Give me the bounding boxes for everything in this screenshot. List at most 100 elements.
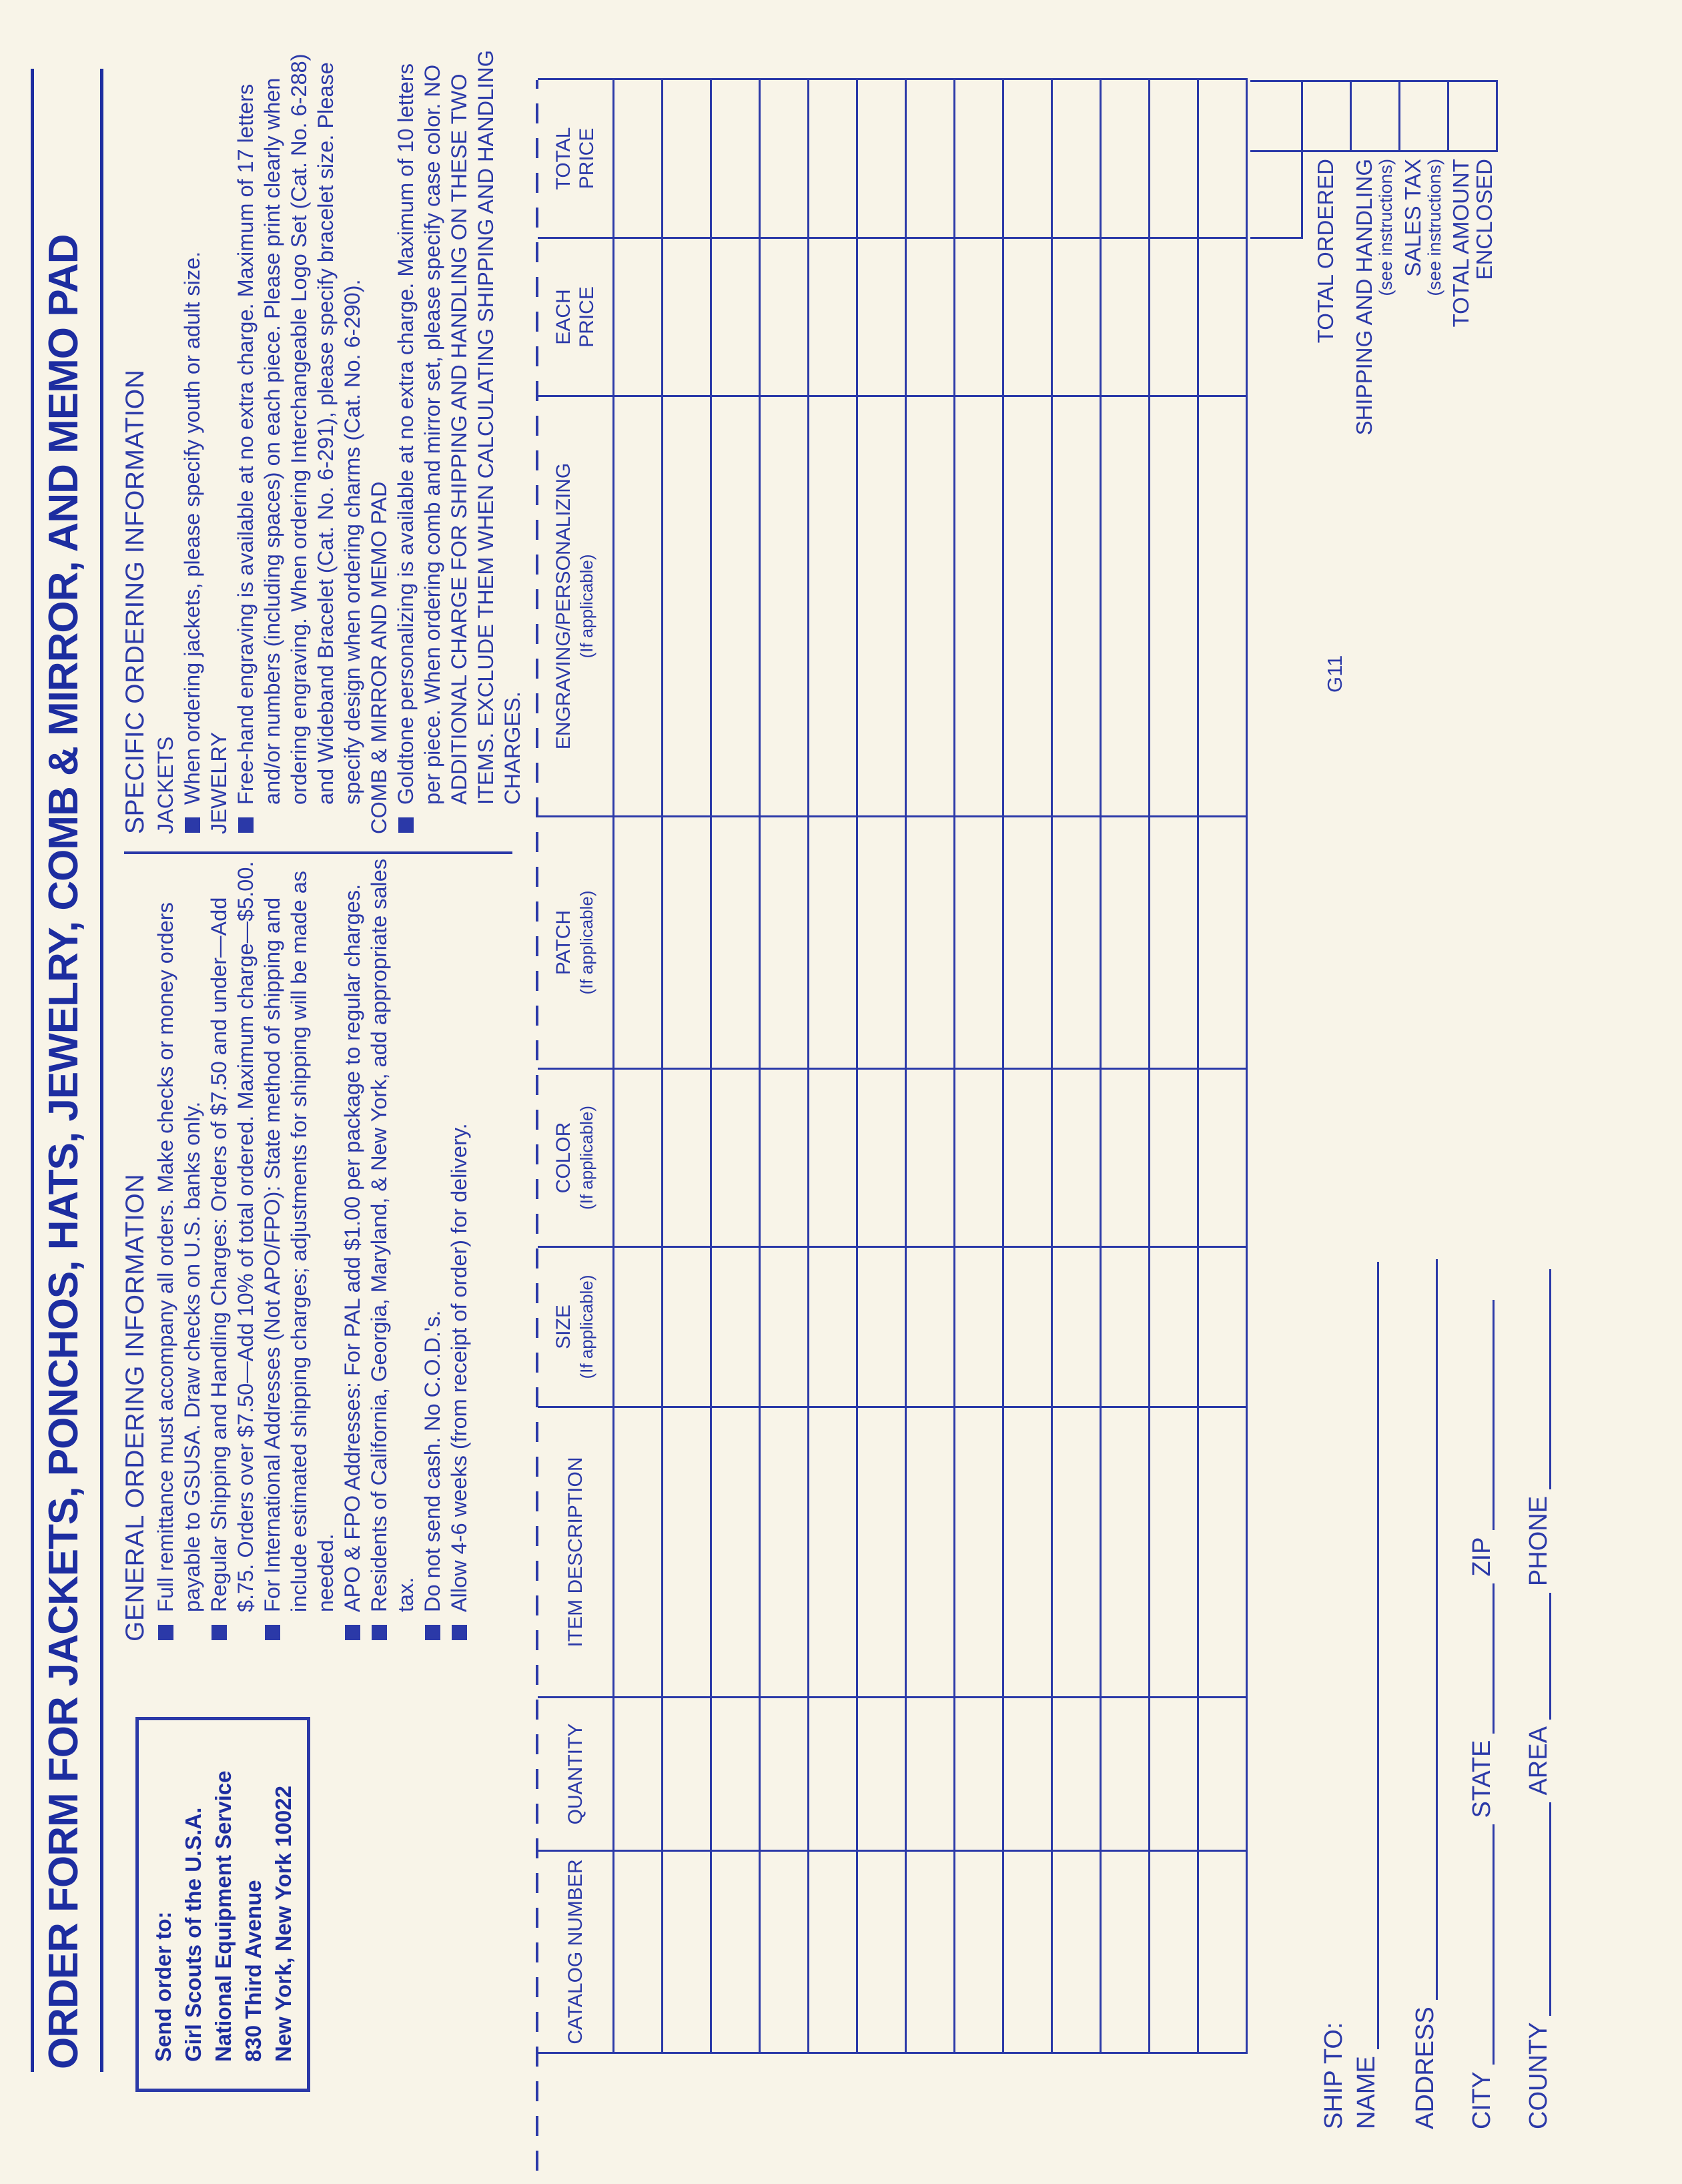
send-order-line: National Equipment Service — [211, 1770, 236, 2062]
order-table-cell — [613, 1068, 663, 1247]
shipping-handling-label: SHIPPING AND HANDLING (see instructions) — [1352, 159, 1396, 436]
order-table-cell — [954, 396, 1003, 817]
name-label: NAME — [1352, 2056, 1380, 2129]
order-table-cell — [1003, 1407, 1052, 1698]
order-table-cell — [759, 79, 809, 238]
order-table-cell — [857, 1407, 906, 1698]
order-table-cell — [1149, 816, 1198, 1069]
send-order-box: Send order to: Girl Scouts of the U.S.A.… — [135, 1717, 310, 2092]
order-table-cell — [1149, 1068, 1198, 1247]
order-table-cell — [1100, 1246, 1150, 1407]
order-table-cell — [759, 816, 809, 1069]
order-table-cell — [759, 1407, 809, 1698]
name-blank-line — [1357, 1262, 1379, 2050]
order-table-cell — [905, 816, 955, 1069]
order-table-cell — [662, 396, 711, 817]
order-table-cell — [1003, 1850, 1052, 2053]
jewelry-bullets: Free-hand engraving is available at no e… — [232, 43, 366, 834]
order-table-cell — [954, 816, 1003, 1069]
order-table-cell — [1198, 79, 1247, 238]
specific-info-heading: SPECIFIC ORDERING INFORMATION — [121, 369, 149, 834]
column-header-engraving-personalizing: ENGRAVING/PERSONALIZING (If applicable) — [538, 396, 614, 817]
order-table-cell — [662, 1246, 711, 1407]
order-table-cell — [613, 1697, 663, 1851]
order-table-cell — [808, 238, 857, 396]
order-table-cell — [1198, 1407, 1247, 1698]
zip-label: ZIP — [1468, 1537, 1496, 1577]
order-table-cell — [613, 816, 663, 1069]
order-table-cell — [662, 816, 711, 1069]
address-row: ADDRESS — [1410, 1252, 1440, 2129]
order-table-cell — [759, 1850, 809, 2053]
order-table-cell — [613, 79, 663, 238]
order-table-cell — [808, 816, 857, 1069]
order-table-cell — [1100, 1068, 1150, 1247]
order-table-cell — [808, 1850, 857, 2053]
order-table-row — [1149, 79, 1198, 2053]
info-bullet: For International Addresses (Not APO/FPO… — [259, 851, 339, 1642]
order-table-cell — [1149, 396, 1198, 817]
order-table-row — [613, 79, 663, 2053]
order-table-cell — [808, 1697, 857, 1851]
county-label: COUNTY — [1525, 2022, 1553, 2129]
column-header-catalog-number: CATALOG NUMBER — [538, 1850, 614, 2053]
order-table-row — [808, 79, 857, 2053]
order-table-cell — [857, 1246, 906, 1407]
info-bullet: Residents of California, Georgia, Maryla… — [366, 851, 419, 1642]
order-table-cell — [954, 1697, 1003, 1851]
totals-grid-line — [1496, 80, 1498, 152]
order-table-cell — [808, 1246, 857, 1407]
order-table-cell — [1149, 79, 1198, 238]
order-table-cell — [1198, 1850, 1247, 2053]
info-bullet: When ordering jackets, please specify yo… — [179, 43, 205, 834]
order-table-cell — [808, 1068, 857, 1247]
sales-tax-label: SALES TAX (see instructions) — [1400, 159, 1444, 296]
order-table-row — [662, 79, 711, 2053]
jackets-bullets: When ordering jackets, please specify yo… — [179, 43, 205, 834]
order-table-cell — [1052, 1407, 1101, 1698]
order-table-cell — [759, 1068, 809, 1247]
order-table-row — [905, 79, 955, 2053]
order-table-cell — [1052, 1850, 1101, 2053]
order-table-cell — [662, 79, 711, 238]
comb-mirror-bullets: Goldtone personalizing is available at n… — [392, 43, 526, 834]
order-table-header-row: CATALOG NUMBER QUANTITY ITEM DESCRIPTION… — [538, 79, 614, 2053]
order-table-cell — [808, 79, 857, 238]
order-table-cell — [1100, 238, 1150, 396]
form-title: ORDER FORM FOR JACKETS, PONCHOS, HATS, J… — [41, 234, 87, 2069]
order-table-cell — [905, 238, 955, 396]
info-bullet: Free-hand engraving is available at no e… — [232, 43, 366, 834]
totals-grid-line — [1301, 80, 1303, 239]
order-table-cell — [857, 238, 906, 396]
column-header-patch: PATCH (If applicable) — [538, 816, 614, 1069]
order-table-cell — [1003, 1068, 1052, 1247]
area-blank-line — [1529, 1593, 1551, 1720]
info-bullet: Do not send cash. No C.O.D.'s. — [419, 851, 446, 1642]
order-table-cell — [613, 1407, 663, 1698]
ship-to-heading: SHIP TO: — [1320, 2022, 1348, 2129]
column-header-size: SIZE (If applicable) — [538, 1246, 614, 1407]
general-ordering-info: GENERAL ORDERING INFORMATION Full remitt… — [120, 851, 472, 1642]
total-ordered-label: TOTAL ORDERED — [1313, 159, 1338, 344]
totals-grid-line — [1447, 80, 1449, 152]
order-table-cell — [857, 396, 906, 817]
jewelry-subheading: JEWELRY — [207, 732, 231, 834]
order-table-cell — [1052, 396, 1101, 817]
specific-ordering-info: SPECIFIC ORDERING INFORMATION JACKETS Wh… — [120, 43, 526, 834]
phone-label: PHONE — [1525, 1495, 1553, 1587]
order-table-cell — [1100, 1697, 1150, 1851]
order-table-cell — [857, 1068, 906, 1247]
info-bullet: Full remittance must accompany all order… — [152, 851, 205, 1642]
order-table-cell — [662, 1407, 711, 1698]
order-table-cell — [662, 1068, 711, 1247]
order-table-cell — [613, 1246, 663, 1407]
order-table-cell — [613, 396, 663, 817]
column-header-total-price: TOTAL PRICE — [538, 79, 614, 238]
order-table-cell — [1198, 396, 1247, 817]
order-table-cell — [1003, 816, 1052, 1069]
order-table-cell — [1003, 1697, 1052, 1851]
total-amount-enclosed-label: TOTAL AMOUNT ENCLOSED — [1448, 159, 1497, 328]
order-table-cell — [905, 1850, 955, 2053]
title-rule-top — [31, 69, 34, 2072]
